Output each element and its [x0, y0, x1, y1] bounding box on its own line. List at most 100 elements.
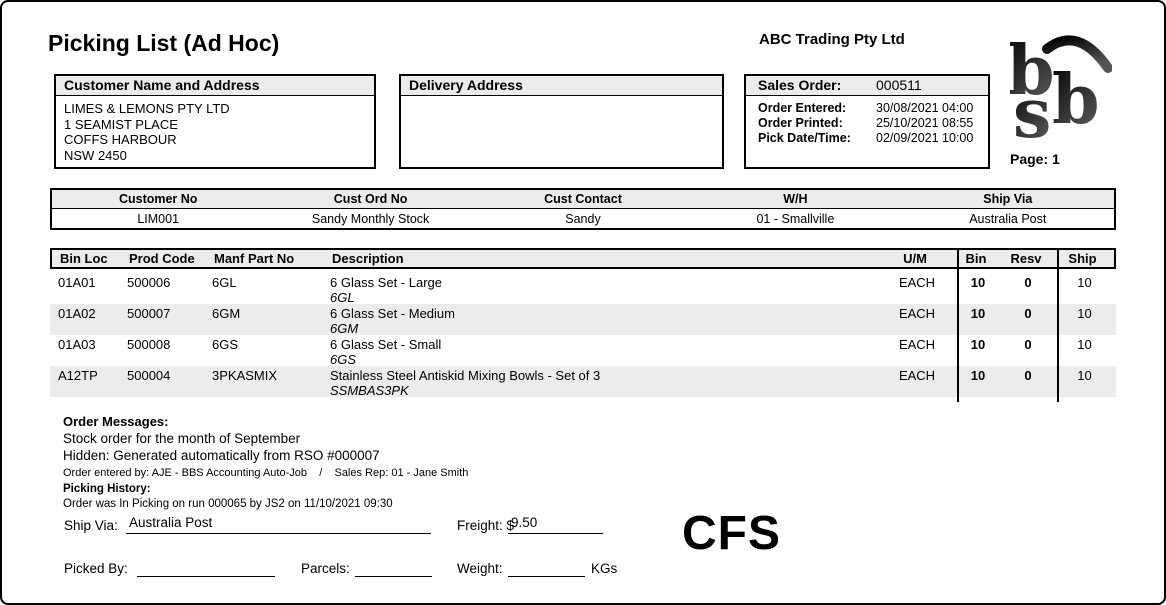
customer-no-header: Customer No	[118, 192, 198, 206]
description-line: 6 Glass Set - Medium	[330, 306, 455, 321]
bin-loc-cell: 01A02	[58, 306, 96, 321]
ship-via-header: Ship Via	[983, 192, 1033, 206]
page-number: Page: 1	[1010, 151, 1060, 167]
bin-loc-header: Bin Loc	[60, 251, 108, 266]
order-printed-value: 25/10/2021 08:55	[876, 116, 974, 130]
picked-by-label: Picked By:	[64, 561, 128, 576]
picking-history-line: Order was In Picking on run 000065 by JS…	[63, 498, 393, 510]
manf-part-header: Manf Part No	[214, 251, 295, 266]
um-header: U/M	[903, 251, 927, 266]
order-summary-header-row: Customer No Cust Ord No Cust Contact W/H…	[52, 190, 1114, 209]
resv-qty-cell: 0	[1024, 368, 1032, 383]
bin-loc-cell: A12TP	[58, 368, 98, 383]
manf-part-cell: 6GM	[212, 306, 241, 321]
order-entered-value: 30/08/2021 04:00	[876, 101, 974, 115]
warehouse-value: 01 - Smallville	[756, 211, 835, 226]
bin-qty-cell: 10	[970, 368, 986, 383]
cust-contact-value: Sandy	[565, 211, 601, 226]
sales-order-header: Sales Order: 000511	[746, 76, 988, 96]
column-divider	[1057, 248, 1059, 402]
delivery-address-box: Delivery Address	[399, 74, 724, 169]
ship-qty-cell: 10	[1077, 275, 1092, 290]
manf-part-cell: 6GS	[212, 337, 239, 352]
table-row: 01A02 500007 6GM 6 Glass Set - Medium 6G…	[50, 304, 1116, 336]
customer-address-line: NSW 2450	[64, 147, 127, 163]
description-line: 6 Glass Set - Large	[330, 275, 442, 290]
warehouse-header: W/H	[783, 192, 808, 206]
items-header-row: Bin Loc Prod Code Manf Part No Descripti…	[50, 248, 1116, 269]
table-row: 01A01 500006 6GL 6 Glass Set - Large 6GL…	[50, 273, 1116, 305]
ship-via-footer-value: Australia Post	[126, 515, 431, 534]
table-row: 01A03 500008 6GS 6 Glass Set - Small 6GS…	[50, 335, 1116, 367]
customer-address-line: LIMES & LEMONS PTY LTD	[64, 101, 230, 116]
um-cell: EACH	[898, 368, 936, 383]
ship-qty-cell: 10	[1077, 337, 1092, 352]
customer-address-line: COFFS HARBOUR	[64, 132, 177, 147]
um-cell: EACH	[898, 306, 936, 321]
items-table: Bin Loc Prod Code Manf Part No Descripti…	[50, 248, 1116, 402]
description-cell: 6 Glass Set - Medium 6GM	[330, 304, 881, 336]
bbs-logo-icon: b b s	[1007, 31, 1113, 154]
part-code-line: 6GM	[330, 321, 359, 336]
description-cell: Stainless Steel Antiskid Mixing Bowls - …	[330, 366, 881, 398]
bin-qty-cell: 10	[970, 306, 986, 321]
ship-qty-cell: 10	[1077, 306, 1092, 321]
pick-date-row: Pick Date/Time: 02/09/2021 10:00	[758, 131, 988, 146]
description-header: Description	[332, 251, 404, 266]
customer-box-header: Customer Name and Address	[56, 76, 374, 96]
prod-code-cell: 500008	[127, 337, 171, 352]
description-cell: 6 Glass Set - Large 6GL	[330, 273, 881, 305]
ship-header: Ship	[1068, 251, 1097, 266]
pick-date-label: Pick Date/Time:	[758, 131, 851, 145]
ship-via-value: Australia Post	[969, 211, 1047, 226]
cust-ord-no-header: Cust Ord No	[333, 192, 408, 206]
manf-part-cell: 3PKASMIX	[212, 368, 278, 383]
svg-text:b: b	[1052, 60, 1100, 140]
weight-blank	[508, 558, 585, 577]
bin-loc-cell: 01A03	[58, 337, 96, 352]
order-message-line: Hidden: Generated automatically from RSO…	[63, 448, 380, 463]
order-printed-row: Order Printed: 25/10/2021 08:55	[758, 116, 988, 131]
page-number-value: 1	[1052, 151, 1060, 167]
bin-qty-cell: 10	[970, 337, 986, 352]
part-code-line: SSMBAS3PK	[330, 383, 409, 398]
column-divider	[957, 248, 959, 402]
cust-ord-no-value: Sandy Monthly Stock	[311, 211, 430, 226]
customer-no-value: LIM001	[137, 211, 180, 226]
bin-loc-cell: 01A01	[58, 275, 96, 290]
freight-label: Freight: $	[457, 518, 515, 533]
sales-order-label: Sales Order:	[758, 77, 842, 93]
order-entered-row: Order Entered: 30/08/2021 04:00	[758, 101, 988, 116]
freight-value: 9.50	[508, 515, 603, 534]
svg-text:s: s	[1013, 74, 1051, 144]
sales-order-details: Order Entered: 30/08/2021 04:00 Order Pr…	[746, 101, 988, 146]
resv-qty-cell: 0	[1024, 337, 1032, 352]
weight-label: Weight:	[457, 561, 503, 576]
delivery-box-header: Delivery Address	[401, 76, 722, 96]
svg-text:b: b	[1010, 32, 1055, 111]
parcels-label: Parcels:	[301, 561, 350, 576]
ship-via-footer-label: Ship Via:	[64, 518, 118, 533]
table-row: A12TP 500004 3PKASMIX Stainless Steel An…	[50, 366, 1116, 398]
prod-code-cell: 500007	[127, 306, 171, 321]
description-line: 6 Glass Set - Small	[330, 337, 442, 352]
prod-code-cell: 500006	[127, 275, 171, 290]
part-code-line: 6GL	[330, 290, 355, 305]
resv-qty-cell: 0	[1024, 306, 1032, 321]
page-title: Picking List (Ad Hoc)	[48, 30, 280, 56]
bin-header: Bin	[965, 251, 987, 266]
pick-date-value: 02/09/2021 10:00	[876, 131, 974, 145]
weight-unit-label: KGs	[591, 561, 618, 576]
ship-qty-cell: 10	[1077, 368, 1092, 383]
parcels-blank	[355, 558, 432, 577]
order-printed-label: Order Printed:	[758, 116, 843, 130]
bin-qty-cell: 10	[970, 275, 986, 290]
picked-by-blank	[137, 558, 275, 577]
resv-header: Resv	[1010, 251, 1042, 266]
um-cell: EACH	[898, 275, 936, 290]
order-messages-title: Order Messages:	[63, 414, 169, 429]
part-code-line: 6GS	[330, 352, 357, 367]
customer-address-line: 1 SEAMIST PLACE	[64, 116, 178, 132]
sales-order-value: 000511	[876, 77, 922, 93]
